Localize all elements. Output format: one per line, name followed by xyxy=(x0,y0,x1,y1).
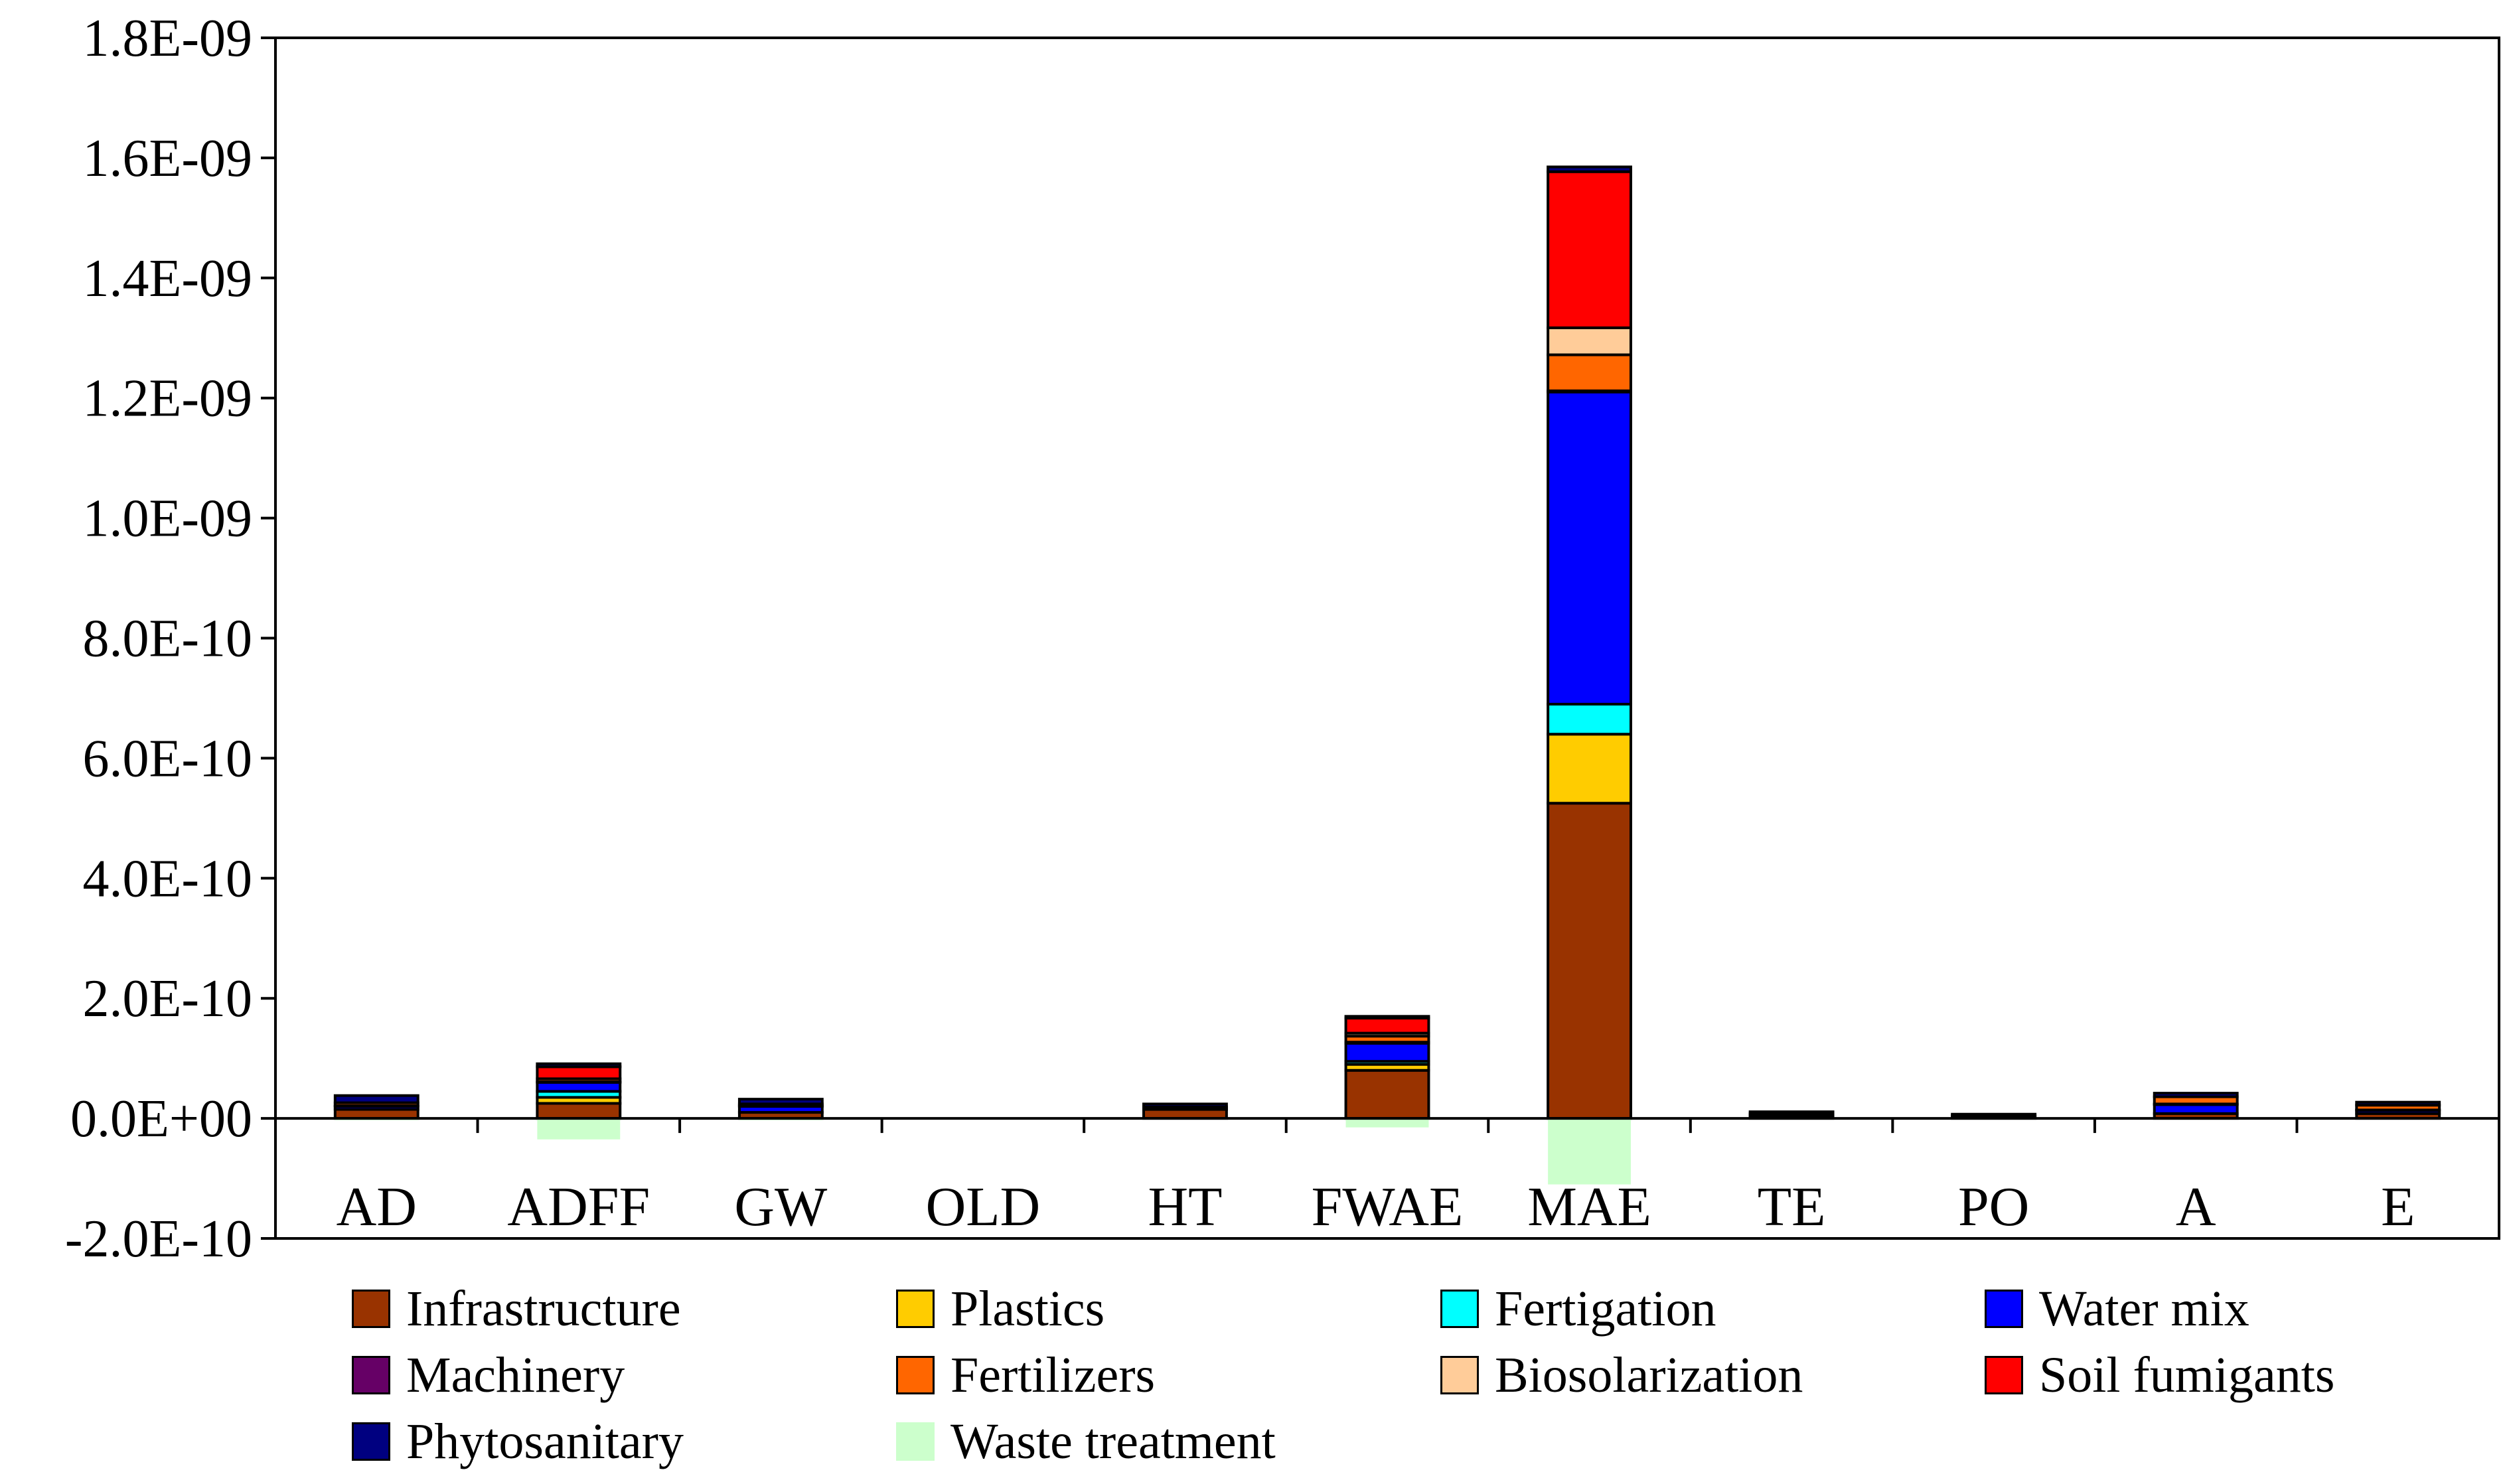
y-tick-label: 6.0E-10 xyxy=(82,729,252,788)
legend-item-soil-fumigants: Soil fumigants xyxy=(1985,1342,2334,1408)
x-tick-label: E xyxy=(2381,1176,2415,1238)
y-tick-label: 2.0E-10 xyxy=(82,970,252,1028)
y-tick-label: 4.0E-10 xyxy=(82,850,252,908)
legend-label-plastics: Plastics xyxy=(950,1280,1105,1337)
bar-mae-water-mix xyxy=(1547,390,1632,705)
bar-mae-fertilizers xyxy=(1547,353,1632,392)
legend-label-biosolarization: Biosolarization xyxy=(1495,1347,1803,1403)
bar-adff-waste-treatment xyxy=(537,1118,621,1140)
bar-gw-phytosanitary xyxy=(737,1098,824,1106)
legend-swatch-phytosanitary xyxy=(352,1422,390,1461)
bar-adff-soil-fumigants xyxy=(536,1065,622,1080)
bar-fwae-waste-treatment xyxy=(1345,1118,1429,1128)
bar-ad-infrastructure xyxy=(333,1108,419,1120)
x-tick-label: PO xyxy=(1958,1176,2029,1238)
y-tick-label: 1.8E-09 xyxy=(82,9,252,68)
legend: Infrastructure Plastics Fertigation Wate… xyxy=(352,1276,2476,1475)
legend-swatch-infrastructure xyxy=(352,1290,390,1328)
bar-fwae-infrastructure xyxy=(1344,1069,1430,1120)
legend-swatch-fertilizers xyxy=(896,1356,935,1394)
legend-label-fertilizers: Fertilizers xyxy=(950,1347,1156,1403)
bar-mae-biosolarization xyxy=(1547,326,1632,356)
legend-label-infrastructure: Infrastructure xyxy=(406,1280,681,1337)
bar-ht-phytosanitary xyxy=(1142,1102,1228,1108)
bar-po-phytosanitary xyxy=(1951,1112,2037,1117)
bar-mae-phytosanitary xyxy=(1547,165,1632,173)
legend-swatch-soil-fumigants xyxy=(1985,1356,2023,1394)
legend-swatch-biosolarization xyxy=(1440,1356,1479,1394)
x-tick-label: FWAE xyxy=(1312,1176,1464,1238)
y-tick-label: 1.0E-09 xyxy=(82,490,252,548)
legend-swatch-plastics xyxy=(896,1290,935,1328)
legend-label-fertigation: Fertigation xyxy=(1495,1280,1716,1337)
legend-item-machinery: Machinery xyxy=(352,1342,625,1408)
x-tick-label: AD xyxy=(337,1176,417,1238)
bar-adff-phytosanitary xyxy=(536,1062,622,1069)
y-tick-label: 8.0E-10 xyxy=(82,610,252,668)
y-tick-label: 1.4E-09 xyxy=(82,250,252,308)
bar-mae-soil-fumigants xyxy=(1547,170,1632,329)
legend-item-infrastructure: Infrastructure xyxy=(352,1276,681,1342)
legend-swatch-machinery xyxy=(352,1356,390,1394)
bar-mae-plastics xyxy=(1547,733,1632,805)
y-tick-label: 1.6E-09 xyxy=(82,129,252,188)
x-tick-label: TE xyxy=(1758,1176,1826,1238)
x-tick-label: HT xyxy=(1148,1176,1222,1238)
bar-ad-phytosanitary xyxy=(333,1094,419,1104)
bar-mae-waste-treatment xyxy=(1548,1118,1631,1185)
bar-a-phytosanitary xyxy=(2153,1092,2239,1098)
legend-item-phytosanitary: Phytosanitary xyxy=(352,1408,684,1475)
legend-label-water-mix: Water mix xyxy=(2039,1280,2249,1337)
bar-adff-infrastructure xyxy=(536,1102,622,1120)
legend-item-waste-treatment: Waste treatment xyxy=(896,1408,1276,1475)
legend-swatch-water-mix xyxy=(1985,1290,2023,1328)
legend-swatch-waste-treatment xyxy=(896,1422,935,1461)
y-tick-label: 0.0E+00 xyxy=(70,1090,252,1148)
legend-label-soil-fumigants: Soil fumigants xyxy=(2039,1347,2335,1403)
x-tick-label: GW xyxy=(734,1176,828,1238)
bar-fwae-phytosanitary xyxy=(1344,1015,1430,1020)
legend-item-fertilizers: Fertilizers xyxy=(896,1342,1155,1408)
legend-swatch-fertigation xyxy=(1440,1290,1479,1328)
legend-label-machinery: Machinery xyxy=(406,1347,625,1403)
x-tick-label: MAE xyxy=(1527,1176,1651,1238)
legend-item-water-mix: Water mix xyxy=(1985,1276,2249,1342)
bar-te-phytosanitary xyxy=(1748,1110,1835,1115)
legend-item-fertigation: Fertigation xyxy=(1440,1276,1716,1342)
bar-fwae-soil-fumigants xyxy=(1344,1017,1430,1035)
bar-mae-infrastructure xyxy=(1547,802,1632,1120)
legend-item-biosolarization: Biosolarization xyxy=(1440,1342,1803,1408)
legend-label-waste-treatment: Waste treatment xyxy=(950,1413,1276,1469)
stacked-bar-chart: -2.0E-10 0.0E+00 2.0E-10 4.0E-10 6.0E-10 8.0E… xyxy=(65,9,2500,1261)
bar-fwae-water-mix xyxy=(1344,1042,1430,1063)
x-tick-label: OLD xyxy=(926,1176,1041,1238)
legend-item-plastics: Plastics xyxy=(896,1276,1104,1342)
y-tick-label: -2.0E-10 xyxy=(65,1210,252,1261)
legend-label-phytosanitary: Phytosanitary xyxy=(406,1413,684,1469)
bar-mae-fertigation xyxy=(1547,702,1632,736)
y-tick-label: 1.2E-09 xyxy=(82,370,252,428)
x-tick-label: A xyxy=(2176,1176,2216,1238)
x-tick-label: ADFF xyxy=(507,1176,650,1238)
bar-e-phytosanitary xyxy=(2355,1100,2441,1107)
